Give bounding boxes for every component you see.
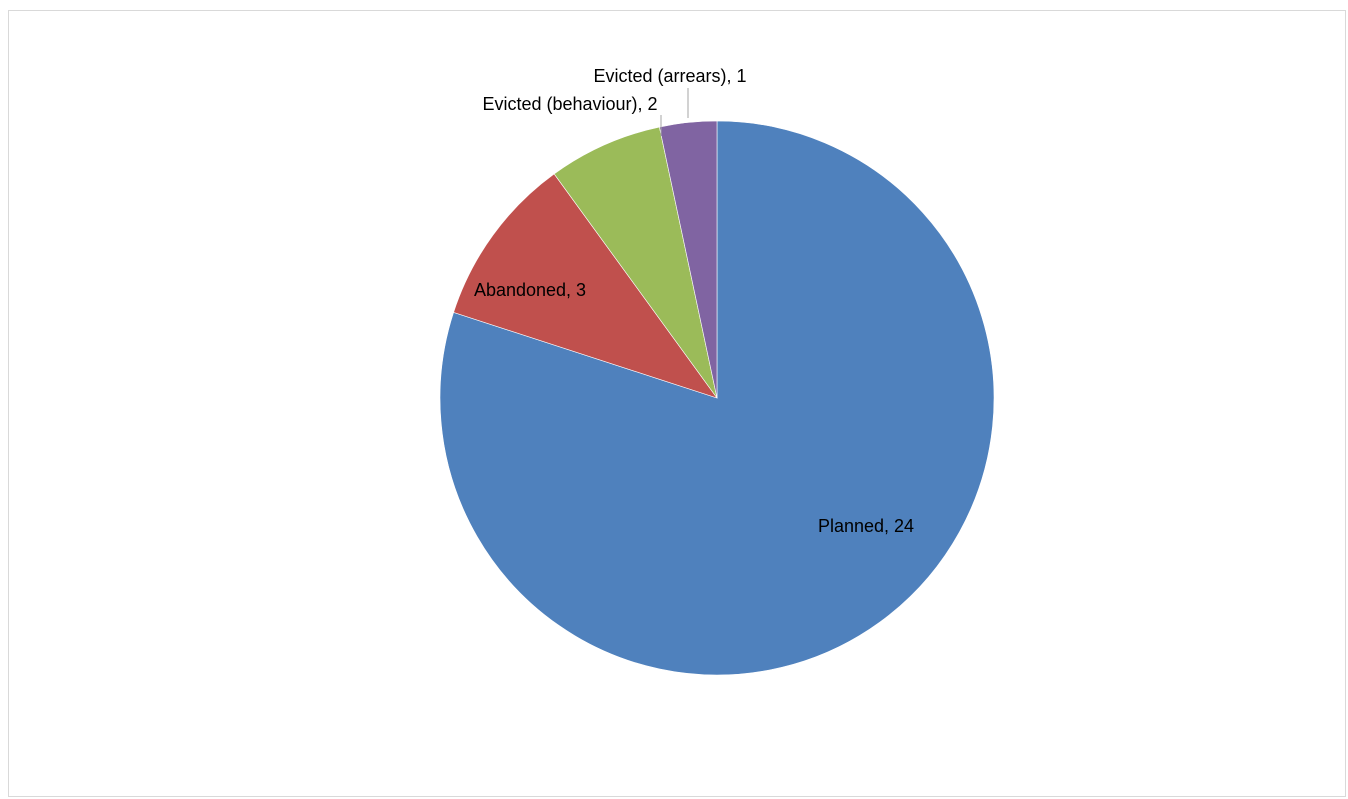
leader-lines xyxy=(660,88,689,136)
data-labels: Planned, 24 Abandoned, 3 Evicted (behaviou… xyxy=(474,66,914,536)
pie-slice-evicted-arrears xyxy=(659,120,718,399)
data-label: Planned, 24 xyxy=(818,516,914,536)
data-label: Abandoned, 3 xyxy=(474,280,586,300)
data-label: Evicted (behaviour), 2 xyxy=(482,94,657,114)
data-label: Evicted (arrears), 1 xyxy=(593,66,746,86)
pie-slice-abandoned xyxy=(453,173,718,399)
pie-slice-evicted-behaviour xyxy=(553,126,718,399)
pie-slices xyxy=(439,120,995,676)
